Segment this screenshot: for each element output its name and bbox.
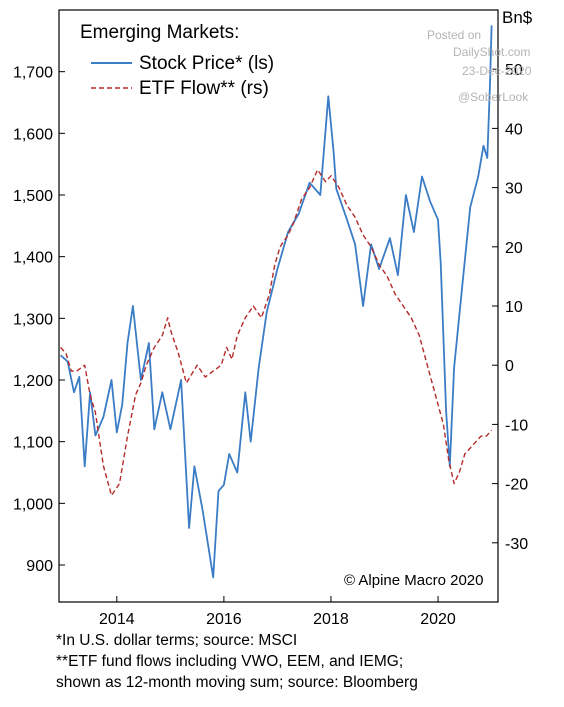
right-tick-label: -30 [505, 536, 528, 553]
watermark-line1: Posted on [427, 28, 481, 42]
legend-label-stock-price: Stock Price* (ls) [139, 53, 274, 74]
series-line-etf-flow [60, 169, 493, 497]
x-tick-label: 2014 [99, 611, 135, 628]
axes [58, 9, 499, 603]
chart-credit: © Alpine Macro 2020 [344, 572, 483, 589]
legend: Emerging Markets: Stock Price* (ls) ETF … [80, 22, 274, 99]
watermark-line2: DailyShot.com [453, 45, 530, 59]
left-tick-label: 1,600 [13, 126, 53, 143]
right-tick-label: 0 [505, 358, 514, 375]
legend-label-etf-flow: ETF Flow** (rs) [139, 78, 269, 99]
right-tick-label: -10 [505, 417, 528, 434]
footnotes: *In U.S. dollar terms; source: MSCI **ET… [56, 630, 556, 693]
right-tick-label: 40 [505, 121, 523, 138]
right-axis-unit: Bn$ [502, 8, 533, 27]
watermark-line4: @SoberLook [458, 90, 529, 104]
footnote-3: shown as 12-month moving sum; source: Bl… [56, 674, 418, 691]
right-tick-label: 30 [505, 181, 523, 198]
left-tick-label: 1,200 [13, 373, 53, 390]
footnote-1: *In U.S. dollar terms; source: MSCI [56, 632, 298, 649]
left-tick-label: 1,300 [13, 311, 53, 328]
left-tick-label: 1,100 [13, 435, 53, 452]
right-axis-ticks: -30 -20 -10 0 10 20 30 40 50 [492, 62, 528, 553]
right-tick-label: 20 [505, 240, 523, 257]
left-tick-label: 1,400 [13, 250, 53, 267]
plot-frame [58, 9, 499, 603]
x-axis-ticks: 2014 2016 2018 2020 [99, 596, 456, 628]
x-tick-label: 2016 [206, 611, 242, 628]
right-tick-label: 10 [505, 299, 523, 316]
watermark-line3: 23-Dec-2020 [462, 64, 532, 78]
left-tick-label: 1,700 [13, 65, 53, 82]
left-tick-label: 1,000 [13, 496, 53, 513]
left-axis-ticks: 900 1,000 1,100 1,200 1,300 1,400 1,500 1,600 1,… [13, 65, 65, 575]
watermark: Posted on DailyShot.com 23-Dec-2020 @Sob… [427, 28, 532, 104]
series-line-stock-price [60, 25, 493, 579]
right-tick-label: -20 [505, 477, 528, 494]
left-tick-label: 1,500 [13, 188, 53, 205]
right-tick-label: 50 [505, 62, 523, 79]
x-tick-label: 2020 [420, 611, 456, 628]
footnote-2: **ETF fund flows including VWO, EEM, and… [56, 653, 404, 670]
legend-title: Emerging Markets: [80, 22, 239, 43]
series-layer [60, 25, 493, 579]
left-tick-label: 900 [26, 558, 53, 575]
x-tick-label: 2018 [313, 611, 349, 628]
